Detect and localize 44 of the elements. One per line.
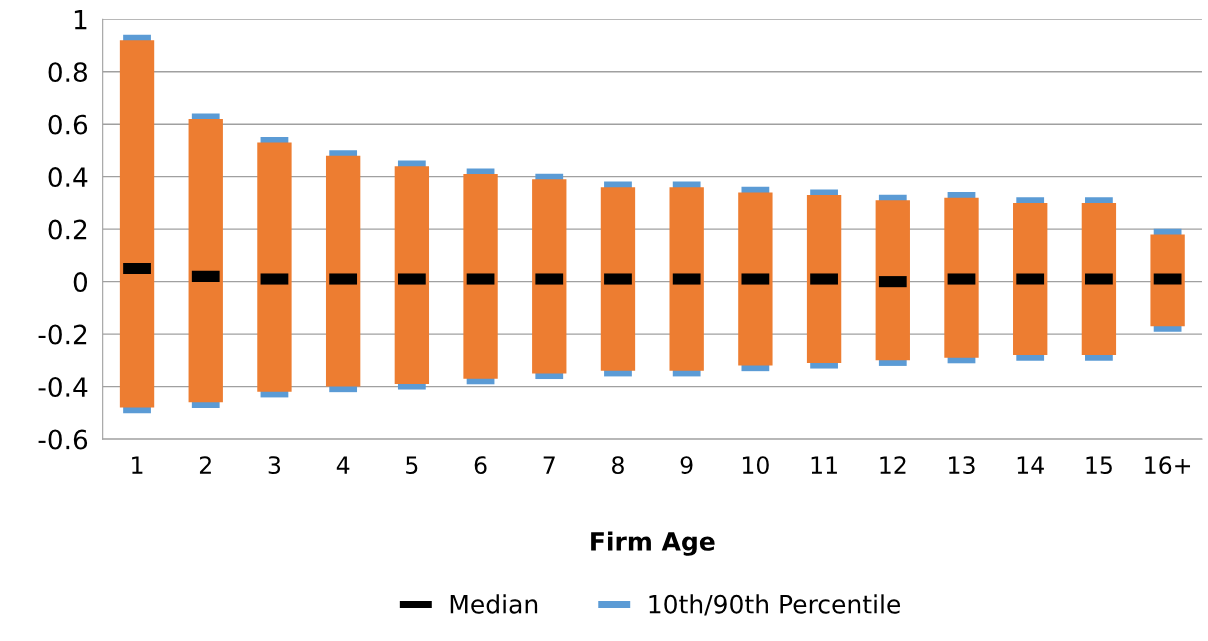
bar: [944, 197, 979, 358]
y-tick-label: 0.4: [48, 167, 88, 188]
bar: [463, 174, 498, 379]
x-axis-title: Firm Age: [591, 531, 715, 556]
bar: [119, 40, 155, 408]
x-tick-label: 10: [742, 456, 769, 475]
bar: [532, 179, 567, 374]
x-tick-label: 8: [612, 456, 624, 475]
y-tick-label: -0.6: [38, 429, 88, 450]
y-tick-label: -0.4: [38, 377, 88, 397]
x-tick-label: 9: [680, 456, 693, 475]
bar: [1013, 202, 1048, 356]
bar: [325, 155, 361, 387]
legend-label: 10th/90th Percentile: [649, 594, 901, 616]
y-tick-label: 0.8: [48, 62, 87, 83]
x-tick-label: 16+: [1145, 456, 1191, 475]
bar: [875, 200, 910, 361]
y-tick-label: 0: [73, 272, 88, 293]
y-tick-label: -0.2: [38, 324, 87, 345]
x-tick-label: 3: [268, 456, 281, 475]
bar: [600, 187, 636, 371]
bar: [1150, 234, 1185, 327]
x-tick-label: 11: [811, 456, 837, 474]
y-tick-label: 0.6: [48, 114, 88, 135]
bar: [669, 187, 704, 371]
x-tick-label: 5: [406, 456, 418, 475]
x-tick-label: 7: [543, 456, 555, 474]
x-tick-label: 4: [336, 456, 350, 474]
x-tick-label: 2: [199, 456, 211, 474]
bar: [257, 142, 292, 392]
x-tick-label: 6: [474, 456, 487, 475]
bar: [738, 192, 773, 366]
legend-label: Median: [450, 594, 538, 614]
bar: [806, 195, 842, 363]
x-tick-label: 1: [132, 456, 143, 474]
bar: [188, 118, 223, 403]
x-tick-label: 15: [1086, 456, 1112, 475]
x-tick-label: 13: [949, 456, 975, 475]
x-tick-label: 14: [1017, 456, 1044, 474]
y-tick-label: 0.2: [48, 219, 87, 240]
bar: [1081, 202, 1117, 356]
y-tick-label: 1: [74, 10, 87, 30]
bar: [394, 166, 430, 384]
x-tick-label: 12: [880, 456, 906, 474]
